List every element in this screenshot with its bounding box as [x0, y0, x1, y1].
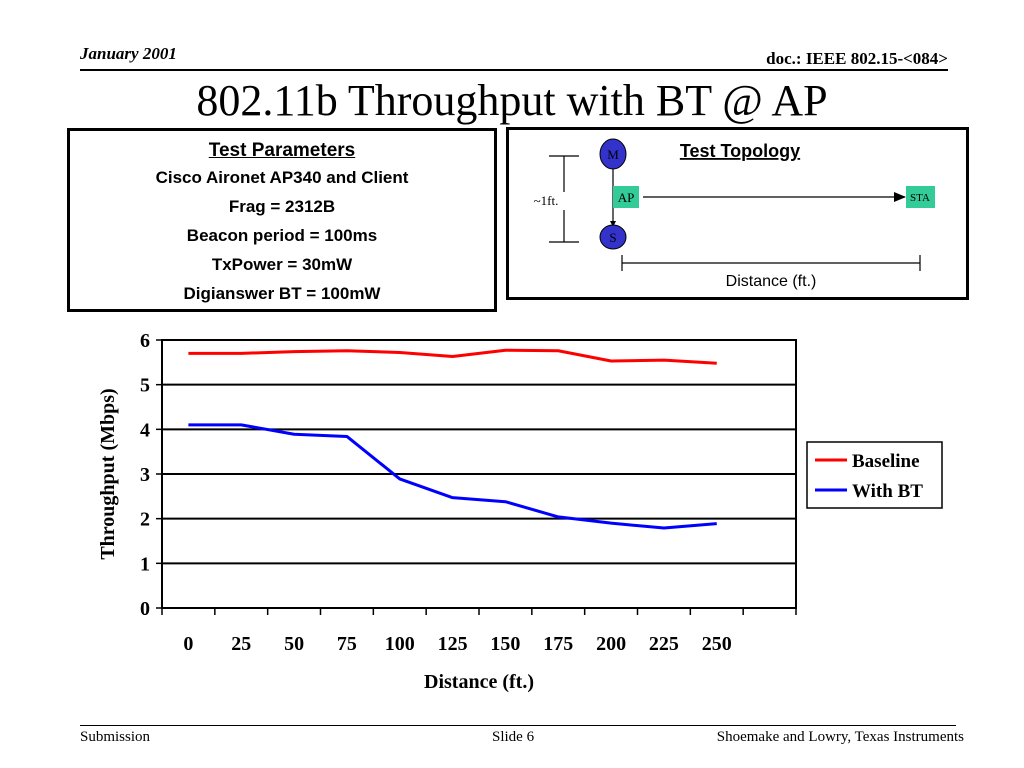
chart-legend: Baseline With BT — [806, 441, 943, 509]
x-tick-label: 125 — [438, 633, 468, 655]
x-tick-label: 50 — [284, 633, 304, 655]
bt-master-label: M — [607, 147, 619, 162]
spacing-label: ~1ft. — [534, 193, 559, 208]
x-tick-label: 100 — [385, 633, 415, 655]
test-topology-heading: Test Topology — [680, 141, 800, 161]
footer-authors: Shoemake and Lowry, Texas Instruments — [716, 729, 964, 745]
footer-rule — [80, 725, 956, 726]
x-tick-label: 0 — [183, 633, 193, 655]
test-parameters-heading: Test Parameters — [208, 140, 356, 161]
bt-slave-label: S — [609, 230, 616, 245]
y-tick-label: 2 — [140, 509, 150, 531]
y-tick-label: 1 — [140, 553, 150, 575]
chart-svg: 0 1 2 3 4 5 6 0 25 50 75 100 125 150 175 200 225 250 Dis… — [97, 330, 943, 693]
header-doc-id: doc.: IEEE 802.15-<084> — [766, 49, 948, 68]
header-rule — [80, 69, 948, 71]
y-tick-label: 3 — [140, 464, 150, 486]
param-line: Beacon period = 100ms — [186, 226, 378, 245]
x-tick-label: 75 — [337, 633, 357, 655]
sta-node — [906, 186, 935, 208]
legend-box — [806, 441, 943, 509]
x-tick-label: 25 — [231, 633, 251, 655]
y-tick-label: 5 — [140, 375, 150, 397]
topology-diagram: Test Topology ~1ft. M AP S STA Distance … — [527, 138, 935, 290]
series-line-with-bt — [188, 423, 717, 530]
param-line: Frag = 2312B — [228, 197, 336, 216]
x-tick-label: 200 — [596, 633, 626, 655]
y-tick-label: 0 — [140, 598, 150, 620]
y-tick-label: 4 — [140, 419, 150, 441]
bt-slave-node — [599, 224, 627, 250]
ap-label: AP — [618, 190, 635, 205]
footer-left: Submission — [80, 729, 151, 745]
x-tick-label: 250 — [702, 633, 732, 655]
x-tick-labels: 0 25 50 75 100 125 150 175 200 225 250 — [183, 633, 731, 655]
test-topology-box: Test Topology ~1ft. M AP S STA Distance … — [506, 127, 969, 300]
x-axis-label: Distance (ft.) — [424, 671, 534, 693]
test-parameters-box: Test Parameters Cisco Aironet AP340 and … — [67, 128, 497, 312]
param-line: Digianswer BT = 100mW — [183, 284, 381, 303]
header-date: January 2001 — [80, 44, 177, 63]
series-lines — [188, 348, 717, 530]
y-axis-label: Throughput (Mbps) — [97, 388, 119, 559]
gridlines — [156, 339, 797, 615]
distance-label: Distance (ft.) — [726, 273, 817, 290]
slide-title: 802.11b Throughput with BT @ AP — [196, 76, 828, 125]
legend-label-with-bt: With BT — [852, 481, 923, 502]
x-tick-label: 150 — [490, 633, 520, 655]
y-tick-label: 6 — [140, 330, 150, 352]
series-line-baseline — [188, 348, 717, 365]
bt-master-node — [599, 138, 627, 170]
x-tick-label: 225 — [649, 633, 679, 655]
throughput-chart: 0 1 2 3 4 5 6 0 25 50 75 100 125 150 175 200 225 250 Dis… — [0, 320, 1024, 705]
ap-node — [613, 186, 639, 208]
footer-slide-number: Slide 6 — [492, 729, 535, 745]
plot-frame — [161, 339, 797, 609]
spacing-label-bg — [527, 192, 565, 210]
sta-label: STA — [910, 192, 930, 204]
legend-label-baseline: Baseline — [852, 451, 920, 472]
param-line: TxPower = 30mW — [211, 255, 353, 274]
y-tick-labels: 0 1 2 3 4 5 6 — [140, 330, 150, 620]
param-line: Cisco Aironet AP340 and Client — [155, 168, 409, 187]
x-tick-label: 175 — [543, 633, 573, 655]
